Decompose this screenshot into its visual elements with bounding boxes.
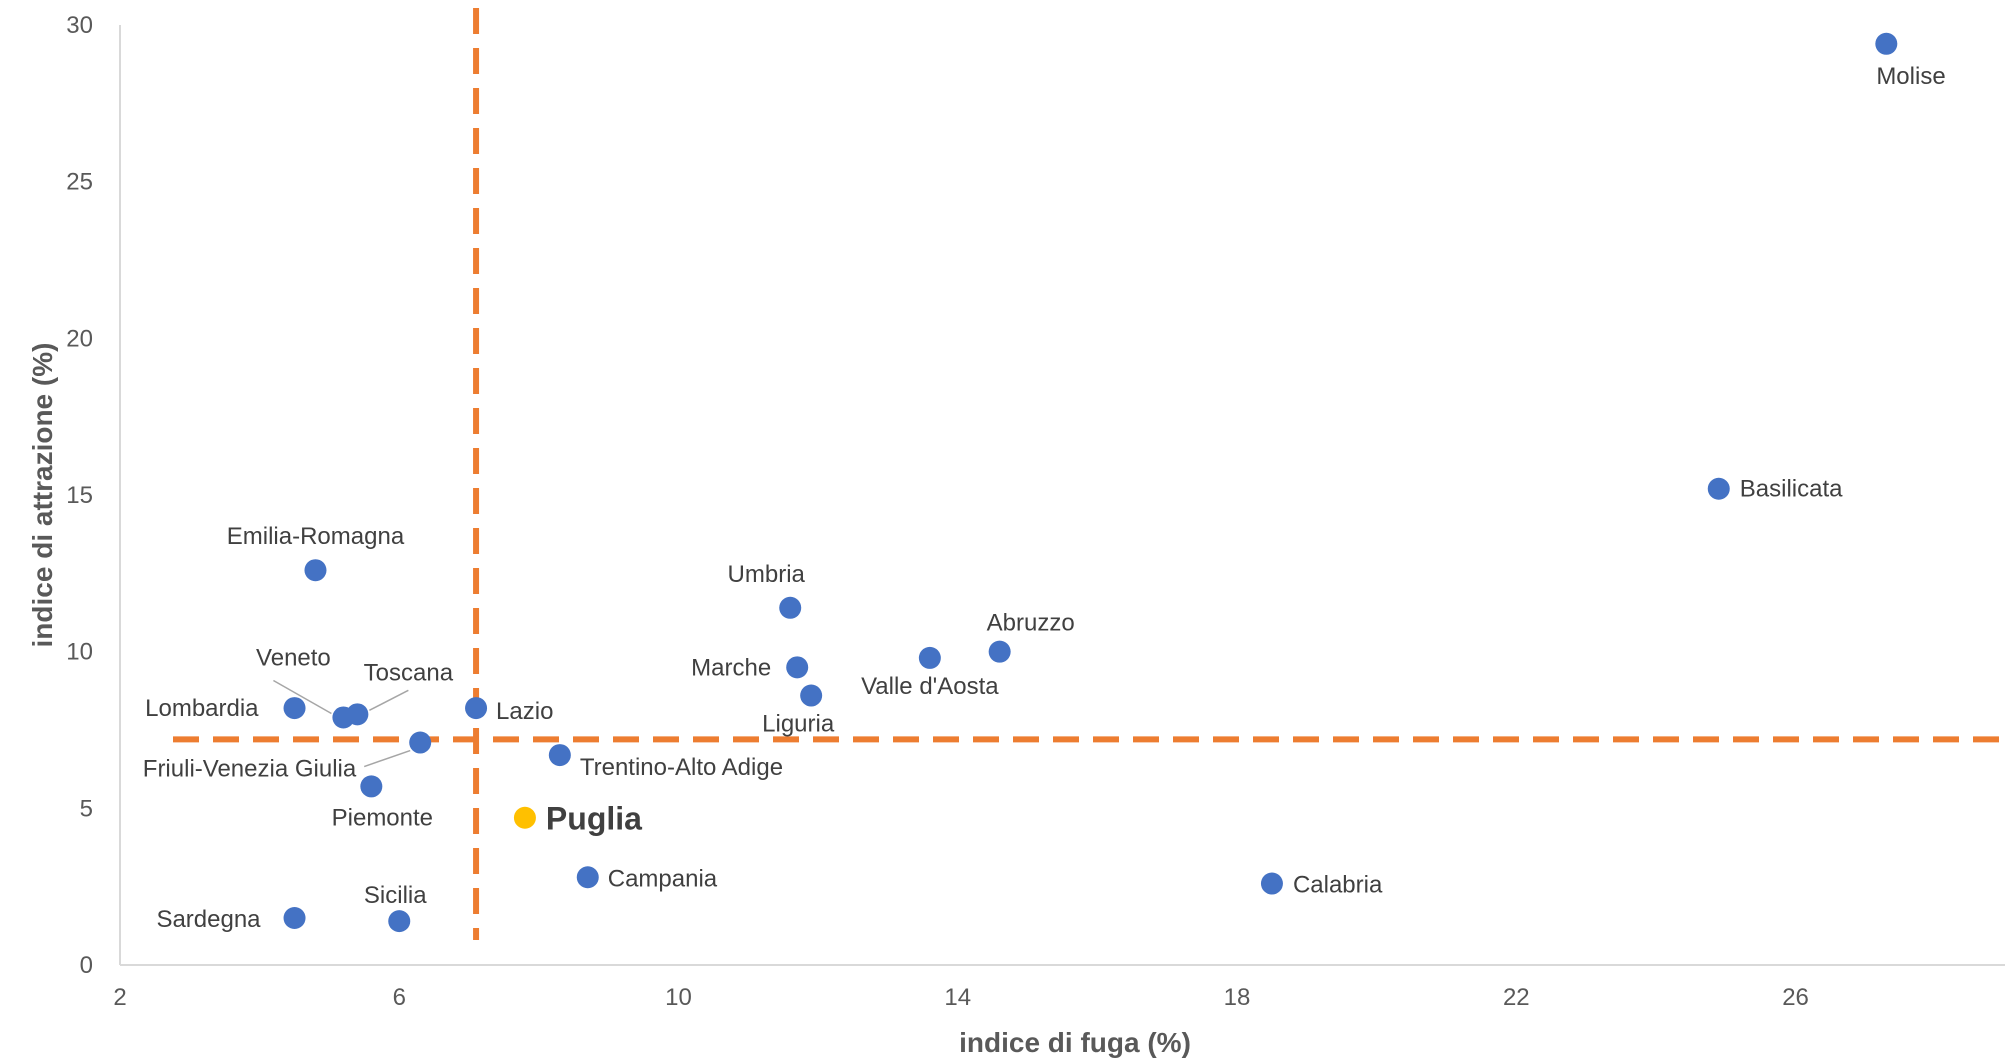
label-lazio: Lazio (496, 698, 553, 725)
point-toscana (346, 703, 369, 726)
label-abruzzo: Abruzzo (987, 610, 1075, 637)
label-friuli-venezia-giulia: Friuli-Venezia Giulia (143, 756, 357, 783)
point-lazio (465, 697, 488, 720)
x-tick-label: 26 (1782, 984, 1809, 1011)
label-calabria: Calabria (1293, 872, 1383, 899)
x-tick-label: 6 (393, 984, 406, 1011)
point-umbria (779, 596, 802, 619)
x-axis-title: indice di fuga (%) (959, 1027, 1191, 1058)
point-liguria (800, 684, 823, 707)
point-sardegna (283, 907, 306, 929)
label-puglia: Puglia (546, 801, 642, 837)
y-tick-label: 30 (66, 12, 93, 39)
y-axis-title: indice di attrazione (%) (27, 343, 58, 648)
point-emilia-romagna (304, 559, 327, 582)
point-molise (1875, 32, 1898, 55)
label-emilia-romagna: Emilia-Romagna (227, 523, 405, 550)
point-trentino-alto-adige (548, 744, 571, 767)
x-tick-label: 14 (944, 984, 971, 1011)
point-piemonte (360, 775, 383, 798)
point-valle-d-aosta (918, 646, 941, 669)
x-tick-label: 10 (665, 984, 692, 1011)
label-liguria: Liguria (762, 711, 835, 738)
point-friuli-venezia-giulia (409, 731, 432, 754)
y-tick-label: 0 (80, 952, 93, 979)
label-piemonte: Piemonte (332, 804, 433, 831)
leader-friuli-venezia-giulia (363, 749, 411, 768)
point-lombardia (283, 697, 306, 720)
label-lombardia: Lombardia (145, 695, 259, 722)
leader-lines (273, 679, 411, 768)
reference-lines (173, 8, 2005, 940)
label-valle-d-aosta: Valle d'Aosta (861, 673, 999, 700)
label-campania: Campania (608, 865, 718, 892)
y-tick-label: 20 (66, 325, 93, 352)
label-basilicata: Basilicata (1740, 476, 1843, 503)
label-molise: Molise (1876, 63, 1945, 90)
label-toscana: Toscana (364, 659, 454, 686)
label-trentino-alto-adige: Trentino-Alto Adige (580, 754, 783, 781)
point-basilicata (1707, 477, 1730, 500)
point-puglia (513, 806, 536, 829)
x-tick-label: 18 (1224, 984, 1251, 1011)
leader-toscana (369, 689, 409, 712)
label-sardegna: Sardegna (156, 906, 261, 933)
label-marche: Marche (691, 654, 771, 681)
axes (119, 25, 2005, 966)
label-umbria: Umbria (728, 561, 806, 588)
x-tick-label: 22 (1503, 984, 1530, 1011)
y-tick-label: 5 (80, 795, 93, 822)
point-calabria (1260, 872, 1283, 895)
y-tick-label: 25 (66, 169, 93, 196)
y-tick-label: 10 (66, 639, 93, 666)
point-labels: Molise Basilicata Emilia-Romagna Umbria Abru… (143, 63, 1946, 933)
y-tick-label: 15 (66, 482, 93, 509)
label-veneto: Veneto (256, 644, 331, 671)
point-marche (786, 656, 809, 679)
data-points (283, 32, 1898, 933)
point-sicilia (388, 910, 411, 933)
point-campania (576, 866, 599, 889)
point-abruzzo (988, 640, 1011, 663)
leader-veneto (273, 679, 332, 715)
label-sicilia: Sicilia (364, 882, 427, 909)
x-tick-label: 2 (113, 984, 126, 1011)
